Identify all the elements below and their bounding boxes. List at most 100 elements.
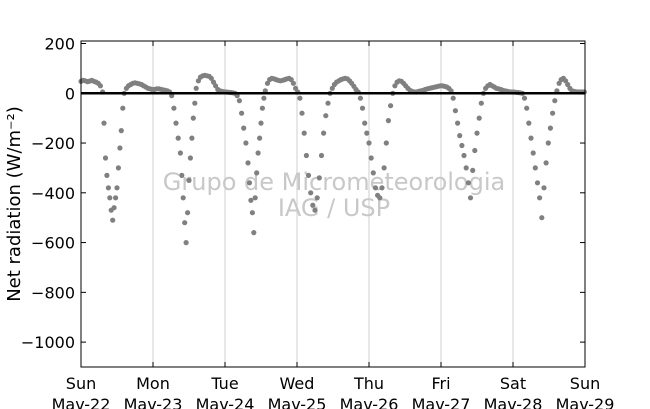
data-point xyxy=(185,210,191,216)
x-tick-label-day: Sat xyxy=(500,374,526,393)
data-point xyxy=(257,135,263,141)
data-point xyxy=(318,152,325,159)
data-point xyxy=(239,110,245,116)
data-point xyxy=(370,170,376,176)
data-point xyxy=(366,140,372,146)
data-point xyxy=(192,100,198,106)
data-point xyxy=(186,177,192,183)
vertical-gridlines xyxy=(152,41,514,367)
x-tick-label-day: Wed xyxy=(280,374,315,393)
data-point xyxy=(299,110,305,116)
data-point xyxy=(303,152,309,159)
x-tick-label-day: Thu xyxy=(353,374,384,393)
data-point xyxy=(252,195,258,201)
data-point xyxy=(187,155,193,161)
data-point xyxy=(362,120,368,126)
x-tick-label-day: Fri xyxy=(431,374,450,393)
data-point xyxy=(368,155,374,161)
watermark-line-1: Grupo de Micrometeorologia xyxy=(163,168,505,196)
data-point xyxy=(463,165,469,171)
data-point xyxy=(476,115,482,121)
data-point xyxy=(301,130,307,136)
data-point xyxy=(379,185,385,191)
data-point xyxy=(105,185,111,191)
data-point xyxy=(543,160,549,166)
data-point xyxy=(182,220,188,226)
x-tick-label-date: Mav-24 xyxy=(196,395,255,409)
data-point xyxy=(385,118,391,124)
data-point xyxy=(180,195,186,201)
data-point xyxy=(530,150,536,156)
data-point xyxy=(297,95,303,101)
data-point xyxy=(461,152,467,159)
data-point xyxy=(254,170,260,176)
data-point xyxy=(118,128,124,134)
data-point xyxy=(117,145,123,151)
data-point xyxy=(312,207,318,213)
data-point xyxy=(329,85,335,91)
data-point xyxy=(175,135,181,141)
data-point xyxy=(364,130,370,136)
x-tick-label-date: Mav-26 xyxy=(340,395,399,409)
data-point xyxy=(190,115,196,121)
data-point xyxy=(255,150,261,156)
x-tick-label-day: Tue xyxy=(210,374,238,393)
x-tick-label-day: Sun xyxy=(570,374,600,393)
x-tick-label-date: Mav-25 xyxy=(268,395,327,409)
data-point xyxy=(357,95,363,101)
x-axis-ticks: Sun Mav-22 Mon Mav-23 Tue Mav-24 Wed Mav-25 Thu M… xyxy=(52,41,614,409)
data-point xyxy=(526,120,532,126)
y-axis-ticks: 200 0 −200 −400 −600 −800 −1000 xyxy=(21,34,585,352)
data-point xyxy=(450,95,456,101)
data-point xyxy=(532,165,538,171)
data-point xyxy=(248,197,254,203)
x-tick-label-date: Mav-28 xyxy=(484,395,543,409)
x-tick-label-date: Mav-23 xyxy=(124,395,183,409)
data-point xyxy=(115,165,121,171)
data-point xyxy=(470,167,476,173)
data-point xyxy=(539,215,545,221)
data-point xyxy=(305,172,312,178)
data-point xyxy=(111,205,117,211)
data-point xyxy=(545,140,551,146)
x-tick-label-day: Mon xyxy=(136,374,170,393)
data-point xyxy=(457,133,463,139)
data-point xyxy=(465,180,471,186)
data-point xyxy=(236,98,242,104)
data-point xyxy=(452,108,458,114)
data-point xyxy=(537,195,543,201)
data-point xyxy=(258,120,264,126)
data-point xyxy=(101,120,107,126)
y-tick-label: 200 xyxy=(44,34,75,53)
watermark-line-2: IAG / USP xyxy=(278,194,390,222)
data-point xyxy=(323,113,329,119)
data-point xyxy=(241,125,247,131)
data-point xyxy=(193,85,199,91)
data-point xyxy=(310,202,316,208)
data-point xyxy=(478,100,484,106)
data-point xyxy=(189,135,195,141)
y-tick-label: −1000 xyxy=(21,333,75,352)
data-point xyxy=(308,190,314,196)
data-point xyxy=(455,120,461,126)
data-point xyxy=(113,195,119,201)
data-point xyxy=(259,105,265,111)
y-tick-label: −400 xyxy=(31,184,75,203)
x-tick-label-day: Sun xyxy=(66,374,96,393)
data-point xyxy=(467,195,474,201)
data-point xyxy=(314,195,320,201)
data-point xyxy=(565,81,571,88)
data-point xyxy=(372,185,379,191)
y-tick-label: 0 xyxy=(65,84,75,103)
data-point xyxy=(524,105,530,111)
data-point xyxy=(261,95,267,101)
data-point xyxy=(359,105,366,111)
data-point xyxy=(246,180,253,186)
data-point xyxy=(541,185,547,191)
data-point xyxy=(383,140,389,146)
y-tick-label: −800 xyxy=(31,283,75,302)
data-point xyxy=(377,195,383,201)
data-point xyxy=(110,217,116,223)
data-point xyxy=(534,180,541,186)
